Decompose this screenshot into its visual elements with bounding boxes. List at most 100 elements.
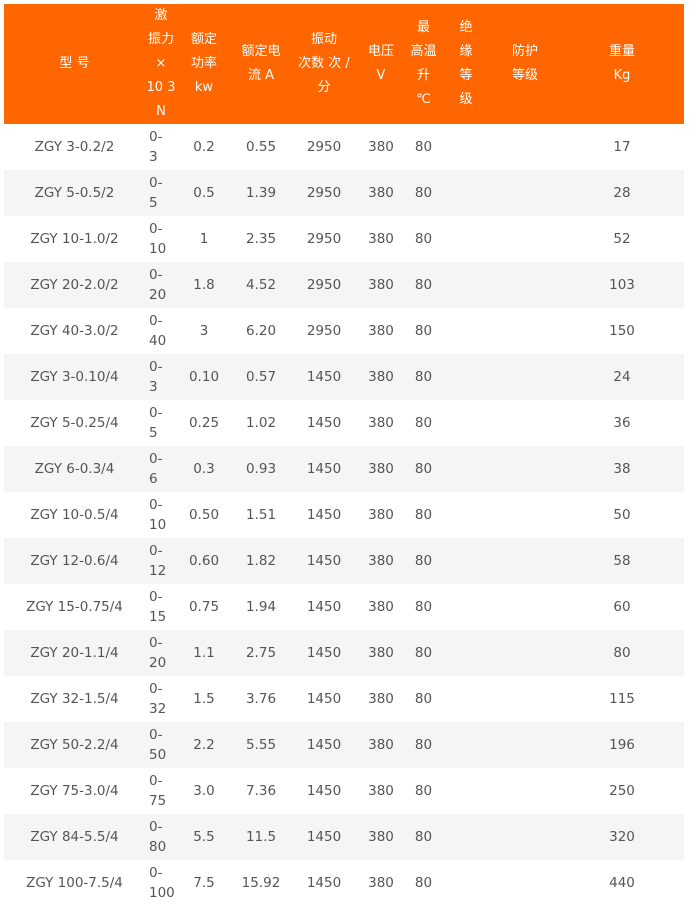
cell-temp-rise: 80 xyxy=(414,875,433,891)
cell-power: 0.2 xyxy=(193,139,215,155)
cell-insulation xyxy=(442,446,490,492)
cell-current: 0.55 xyxy=(245,139,277,155)
cell-frequency: 1450 xyxy=(306,369,342,385)
cell-voltage: 380 xyxy=(368,415,394,431)
cell-temp-rise: 80 xyxy=(414,737,433,753)
cell-temp-rise: 80 xyxy=(414,323,433,339)
cell-protection xyxy=(490,262,560,308)
table-row: ZGY 12-0.6/4 0- 12 0.60 1.82 1450 380 80 58 xyxy=(4,538,684,584)
cell-voltage: 380 xyxy=(368,323,394,339)
cell-power: 3 xyxy=(199,323,209,339)
header-frequency: 振动 次数 次 / 分 xyxy=(298,32,350,95)
cell-protection xyxy=(490,216,560,262)
cell-frequency: 1450 xyxy=(306,645,342,661)
cell-model: ZGY 100-7.5/4 xyxy=(26,875,123,891)
cell-current: 3.76 xyxy=(245,691,277,707)
cell-voltage: 380 xyxy=(368,139,394,155)
spec-table: 型 号 激 振力 × 10 3 N 额定 功率 kw 额定电 流 A 振动 次数… xyxy=(4,4,684,906)
header-force: 激 振力 × 10 3 N xyxy=(146,8,176,119)
cell-current: 1.39 xyxy=(245,185,277,201)
cell-current: 1.82 xyxy=(245,553,277,569)
cell-weight: 52 xyxy=(613,231,631,247)
cell-current: 2.75 xyxy=(245,645,277,661)
cell-weight: 440 xyxy=(609,875,635,891)
cell-protection xyxy=(490,492,560,538)
table-row: ZGY 10-1.0/2 0- 10 1 2.35 2950 380 80 52 xyxy=(4,216,684,262)
cell-insulation xyxy=(442,262,490,308)
table-row: ZGY 5-0.25/4 0- 5 0.25 1.02 1450 380 80 36 xyxy=(4,400,684,446)
cell-frequency: 1450 xyxy=(306,783,342,799)
table-row: ZGY 10-0.5/4 0- 10 0.50 1.51 1450 380 80 50 xyxy=(4,492,684,538)
cell-power: 1.1 xyxy=(193,645,215,661)
cell-weight: 28 xyxy=(613,185,631,201)
table-row: ZGY 40-3.0/2 0- 40 3 6.20 2950 380 80 150 xyxy=(4,308,684,354)
cell-weight: 80 xyxy=(613,645,631,661)
cell-frequency: 2950 xyxy=(306,185,342,201)
cell-temp-rise: 80 xyxy=(414,369,433,385)
header-insulation: 绝 缘 等 级 xyxy=(459,20,473,107)
cell-voltage: 380 xyxy=(368,553,394,569)
cell-current: 2.35 xyxy=(245,231,277,247)
cell-temp-rise: 80 xyxy=(414,139,433,155)
cell-frequency: 1450 xyxy=(306,691,342,707)
cell-power: 5.5 xyxy=(193,829,215,845)
cell-weight: 17 xyxy=(613,139,631,155)
header-current: 额定电 流 A xyxy=(241,44,281,83)
cell-force: 0- 12 xyxy=(149,543,167,579)
cell-protection xyxy=(490,124,560,170)
cell-voltage: 380 xyxy=(368,231,394,247)
cell-weight: 38 xyxy=(613,461,631,477)
cell-frequency: 1450 xyxy=(306,829,342,845)
cell-force: 0- 80 xyxy=(149,819,167,855)
cell-model: ZGY 50-2.2/4 xyxy=(30,737,119,753)
cell-insulation xyxy=(442,170,490,216)
cell-force: 0- 3 xyxy=(149,129,163,165)
cell-insulation xyxy=(442,124,490,170)
cell-voltage: 380 xyxy=(368,277,394,293)
cell-insulation xyxy=(442,860,490,906)
header-temp-rise: 最 高温升 ℃ xyxy=(410,20,437,107)
cell-model: ZGY 20-2.0/2 xyxy=(30,277,119,293)
cell-frequency: 1450 xyxy=(306,737,342,753)
cell-voltage: 380 xyxy=(368,691,394,707)
cell-temp-rise: 80 xyxy=(414,553,433,569)
cell-temp-rise: 80 xyxy=(414,645,433,661)
table-row: ZGY 20-2.0/2 0- 20 1.8 4.52 2950 380 80 103 xyxy=(4,262,684,308)
cell-protection xyxy=(490,768,560,814)
cell-force: 0- 5 xyxy=(149,175,163,211)
cell-insulation xyxy=(442,676,490,722)
cell-protection xyxy=(490,308,560,354)
cell-voltage: 380 xyxy=(368,461,394,477)
cell-voltage: 380 xyxy=(368,783,394,799)
cell-power: 0.60 xyxy=(188,553,220,569)
cell-protection xyxy=(490,860,560,906)
table-row: ZGY 6-0.3/4 0- 6 0.3 0.93 1450 380 80 38 xyxy=(4,446,684,492)
cell-temp-rise: 80 xyxy=(414,691,433,707)
cell-protection xyxy=(490,676,560,722)
cell-insulation xyxy=(442,308,490,354)
cell-weight: 250 xyxy=(609,783,635,799)
cell-model: ZGY 5-0.5/2 xyxy=(34,185,115,201)
cell-frequency: 1450 xyxy=(306,553,342,569)
cell-insulation xyxy=(442,400,490,446)
cell-protection xyxy=(490,722,560,768)
cell-model: ZGY 32-1.5/4 xyxy=(30,691,119,707)
cell-voltage: 380 xyxy=(368,875,394,891)
cell-insulation xyxy=(442,768,490,814)
cell-temp-rise: 80 xyxy=(414,277,433,293)
cell-frequency: 1450 xyxy=(306,875,342,891)
cell-frequency: 1450 xyxy=(306,507,342,523)
cell-current: 5.55 xyxy=(245,737,277,753)
cell-force: 0- 32 xyxy=(149,681,167,717)
cell-voltage: 380 xyxy=(368,599,394,615)
cell-temp-rise: 80 xyxy=(414,507,433,523)
cell-temp-rise: 80 xyxy=(414,783,433,799)
cell-model: ZGY 10-0.5/4 xyxy=(30,507,119,523)
cell-weight: 320 xyxy=(609,829,635,845)
cell-current: 0.93 xyxy=(245,461,277,477)
cell-weight: 60 xyxy=(613,599,631,615)
cell-power: 1 xyxy=(199,231,209,247)
table-row: ZGY 3-0.10/4 0- 3 0.10 0.57 1450 380 80 24 xyxy=(4,354,684,400)
table-row: ZGY 84-5.5/4 0- 80 5.5 11.5 1450 380 80 320 xyxy=(4,814,684,860)
header-protection: 防护 等级 xyxy=(511,44,538,83)
